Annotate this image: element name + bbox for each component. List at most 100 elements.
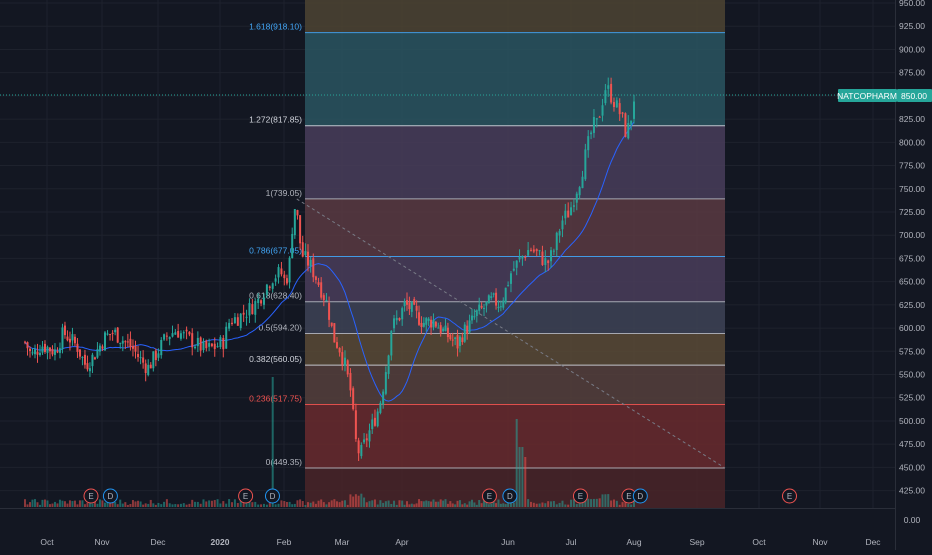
- earnings-marker[interactable]: E: [782, 488, 797, 504]
- candle-body: [222, 337, 225, 350]
- volume-bar: [454, 504, 457, 507]
- candle-body: [444, 325, 447, 331]
- candle-body: [142, 357, 145, 363]
- volume-bar: [550, 501, 553, 507]
- candle-body: [228, 322, 231, 329]
- candle-body: [322, 295, 325, 301]
- earnings-marker[interactable]: E: [83, 488, 99, 504]
- volume-bar: [233, 499, 236, 507]
- price-tick-label: 775.00: [899, 161, 925, 171]
- earnings-marker[interactable]: E: [238, 488, 254, 504]
- fib-level-label: 1.272(817.85): [249, 115, 302, 125]
- candle-body: [188, 331, 191, 335]
- fib-zone: [305, 365, 725, 405]
- candle-body: [504, 287, 507, 303]
- volume-bar: [271, 377, 274, 507]
- volume-bar: [330, 500, 333, 507]
- price-tick-label: 900.00: [899, 44, 925, 54]
- time-tick-label: Mar: [335, 537, 350, 547]
- volume-bar: [368, 501, 371, 507]
- candle-body: [564, 210, 567, 219]
- candle-body: [492, 293, 495, 295]
- candle-body: [31, 352, 34, 354]
- volume-bar: [111, 500, 114, 507]
- candle-body: [119, 342, 122, 344]
- candle-body: [415, 305, 418, 311]
- price-axis[interactable]: 950.00 925.00 900.00 875.00 825.00 800.00 775.…: [899, 0, 925, 496]
- volume-bar: [529, 501, 532, 507]
- candle-body: [478, 304, 481, 311]
- candle-body: [630, 120, 633, 125]
- candle-body: [466, 325, 469, 334]
- candle-body: [83, 354, 86, 365]
- volume-bar: [328, 502, 331, 507]
- volume-bar: [188, 503, 191, 507]
- volume-bar: [434, 501, 437, 507]
- event-marker-circle: [83, 488, 99, 504]
- volume-bar: [387, 500, 390, 507]
- candle-body: [509, 273, 512, 284]
- price-axis-border: [895, 0, 896, 550]
- volume-bar: [126, 504, 129, 507]
- candle-body: [552, 250, 555, 252]
- symbol-badge[interactable]: NATCOPHARM: [837, 89, 897, 102]
- candle-body: [111, 332, 114, 334]
- volume-bar: [487, 504, 490, 507]
- symbol-badge-bg: [838, 89, 897, 102]
- candle-body: [109, 333, 112, 335]
- fib-zone: [305, 333, 725, 366]
- candles: [24, 77, 635, 461]
- volume-bar: [432, 499, 435, 507]
- volume-bar: [43, 499, 46, 507]
- candle-body: [541, 251, 544, 265]
- candle-body: [285, 278, 288, 284]
- volume-bar: [373, 499, 376, 507]
- volume-bar: [615, 500, 618, 507]
- candle-body: [483, 307, 486, 309]
- dividend-marker[interactable]: D: [632, 488, 648, 504]
- volume-bar: [174, 504, 177, 507]
- volume-bar: [567, 504, 570, 507]
- candle-body: [529, 249, 532, 251]
- fib-level-label: 0.786(677.05): [249, 246, 302, 256]
- earnings-marker[interactable]: E: [481, 488, 497, 504]
- candle-body: [91, 354, 94, 367]
- time-tick-label: Feb: [277, 537, 292, 547]
- volume-bar: [293, 503, 296, 507]
- dividend-marker[interactable]: D: [502, 488, 518, 504]
- candle-body: [612, 102, 615, 108]
- candle-body: [202, 341, 205, 350]
- volume-bar: [521, 447, 524, 507]
- candle-body: [418, 312, 421, 325]
- volume-bar: [470, 499, 473, 507]
- volume-bar: [499, 503, 502, 507]
- volume-bar: [144, 503, 147, 507]
- volume-bar: [408, 504, 411, 507]
- candle-body: [139, 357, 142, 359]
- fib-zone: [305, 301, 725, 334]
- volume-bar: [352, 496, 355, 507]
- volume-bar: [213, 500, 216, 507]
- dividend-marker[interactable]: D: [102, 488, 118, 504]
- candle-body: [485, 301, 488, 306]
- candle-body: [152, 351, 155, 369]
- fibonacci-extension[interactable]: 1.618(918.10) 1.272(817.85) 1(739.05) 0.786…: [249, 0, 725, 508]
- candle-body: [349, 372, 352, 391]
- fib-zone: [305, 32, 725, 126]
- candle-body: [338, 347, 341, 353]
- price-badge[interactable]: 850.00: [897, 89, 932, 102]
- candle-body: [24, 341, 26, 343]
- dividend-marker[interactable]: D: [264, 488, 280, 504]
- trend-line[interactable]: [296, 198, 726, 469]
- volume-bar: [257, 504, 260, 507]
- fib-level-label: 0(449.35): [266, 457, 303, 467]
- volume-bar: [587, 498, 590, 507]
- earnings-marker[interactable]: E: [572, 488, 588, 504]
- volume-bar: [73, 500, 76, 507]
- time-axis[interactable]: Oct Nov Dec 2020 Feb Mar Apr Jun Jul Aug Sep Oct Nov…: [40, 537, 881, 547]
- time-tick-label: Dec: [150, 537, 166, 547]
- time-tick-label: Apr: [395, 537, 408, 547]
